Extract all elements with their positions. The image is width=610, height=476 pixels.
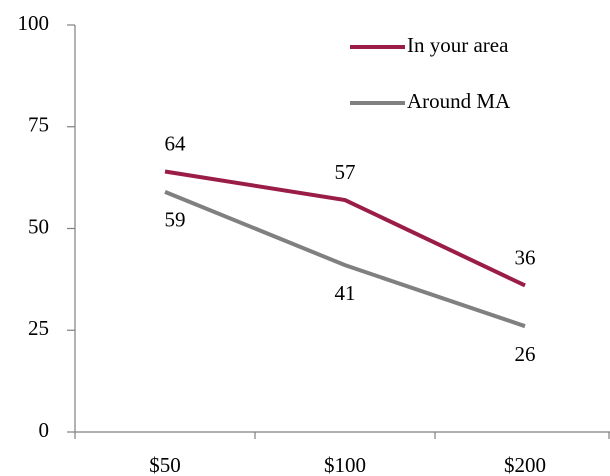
series-line bbox=[164, 169, 526, 288]
x-tick-label: $50 bbox=[149, 453, 181, 476]
data-label: 26 bbox=[515, 342, 536, 366]
data-label: 41 bbox=[335, 281, 356, 305]
legend-label: In your area bbox=[407, 33, 509, 57]
x-tick-label: $200 bbox=[504, 453, 546, 476]
y-tick-label: 50 bbox=[28, 214, 49, 238]
data-label: 64 bbox=[165, 131, 187, 155]
x-tick-label: $100 bbox=[324, 453, 366, 476]
y-tick-label: 25 bbox=[28, 316, 49, 340]
y-tick-label: 0 bbox=[39, 418, 50, 442]
legend-label: Around MA bbox=[407, 89, 511, 113]
series-line bbox=[164, 190, 526, 329]
data-label: 36 bbox=[515, 245, 536, 269]
y-tick-label: 100 bbox=[18, 11, 50, 35]
y-tick-label: 75 bbox=[28, 113, 49, 137]
data-label: 59 bbox=[165, 208, 186, 232]
data-label: 57 bbox=[335, 160, 356, 184]
